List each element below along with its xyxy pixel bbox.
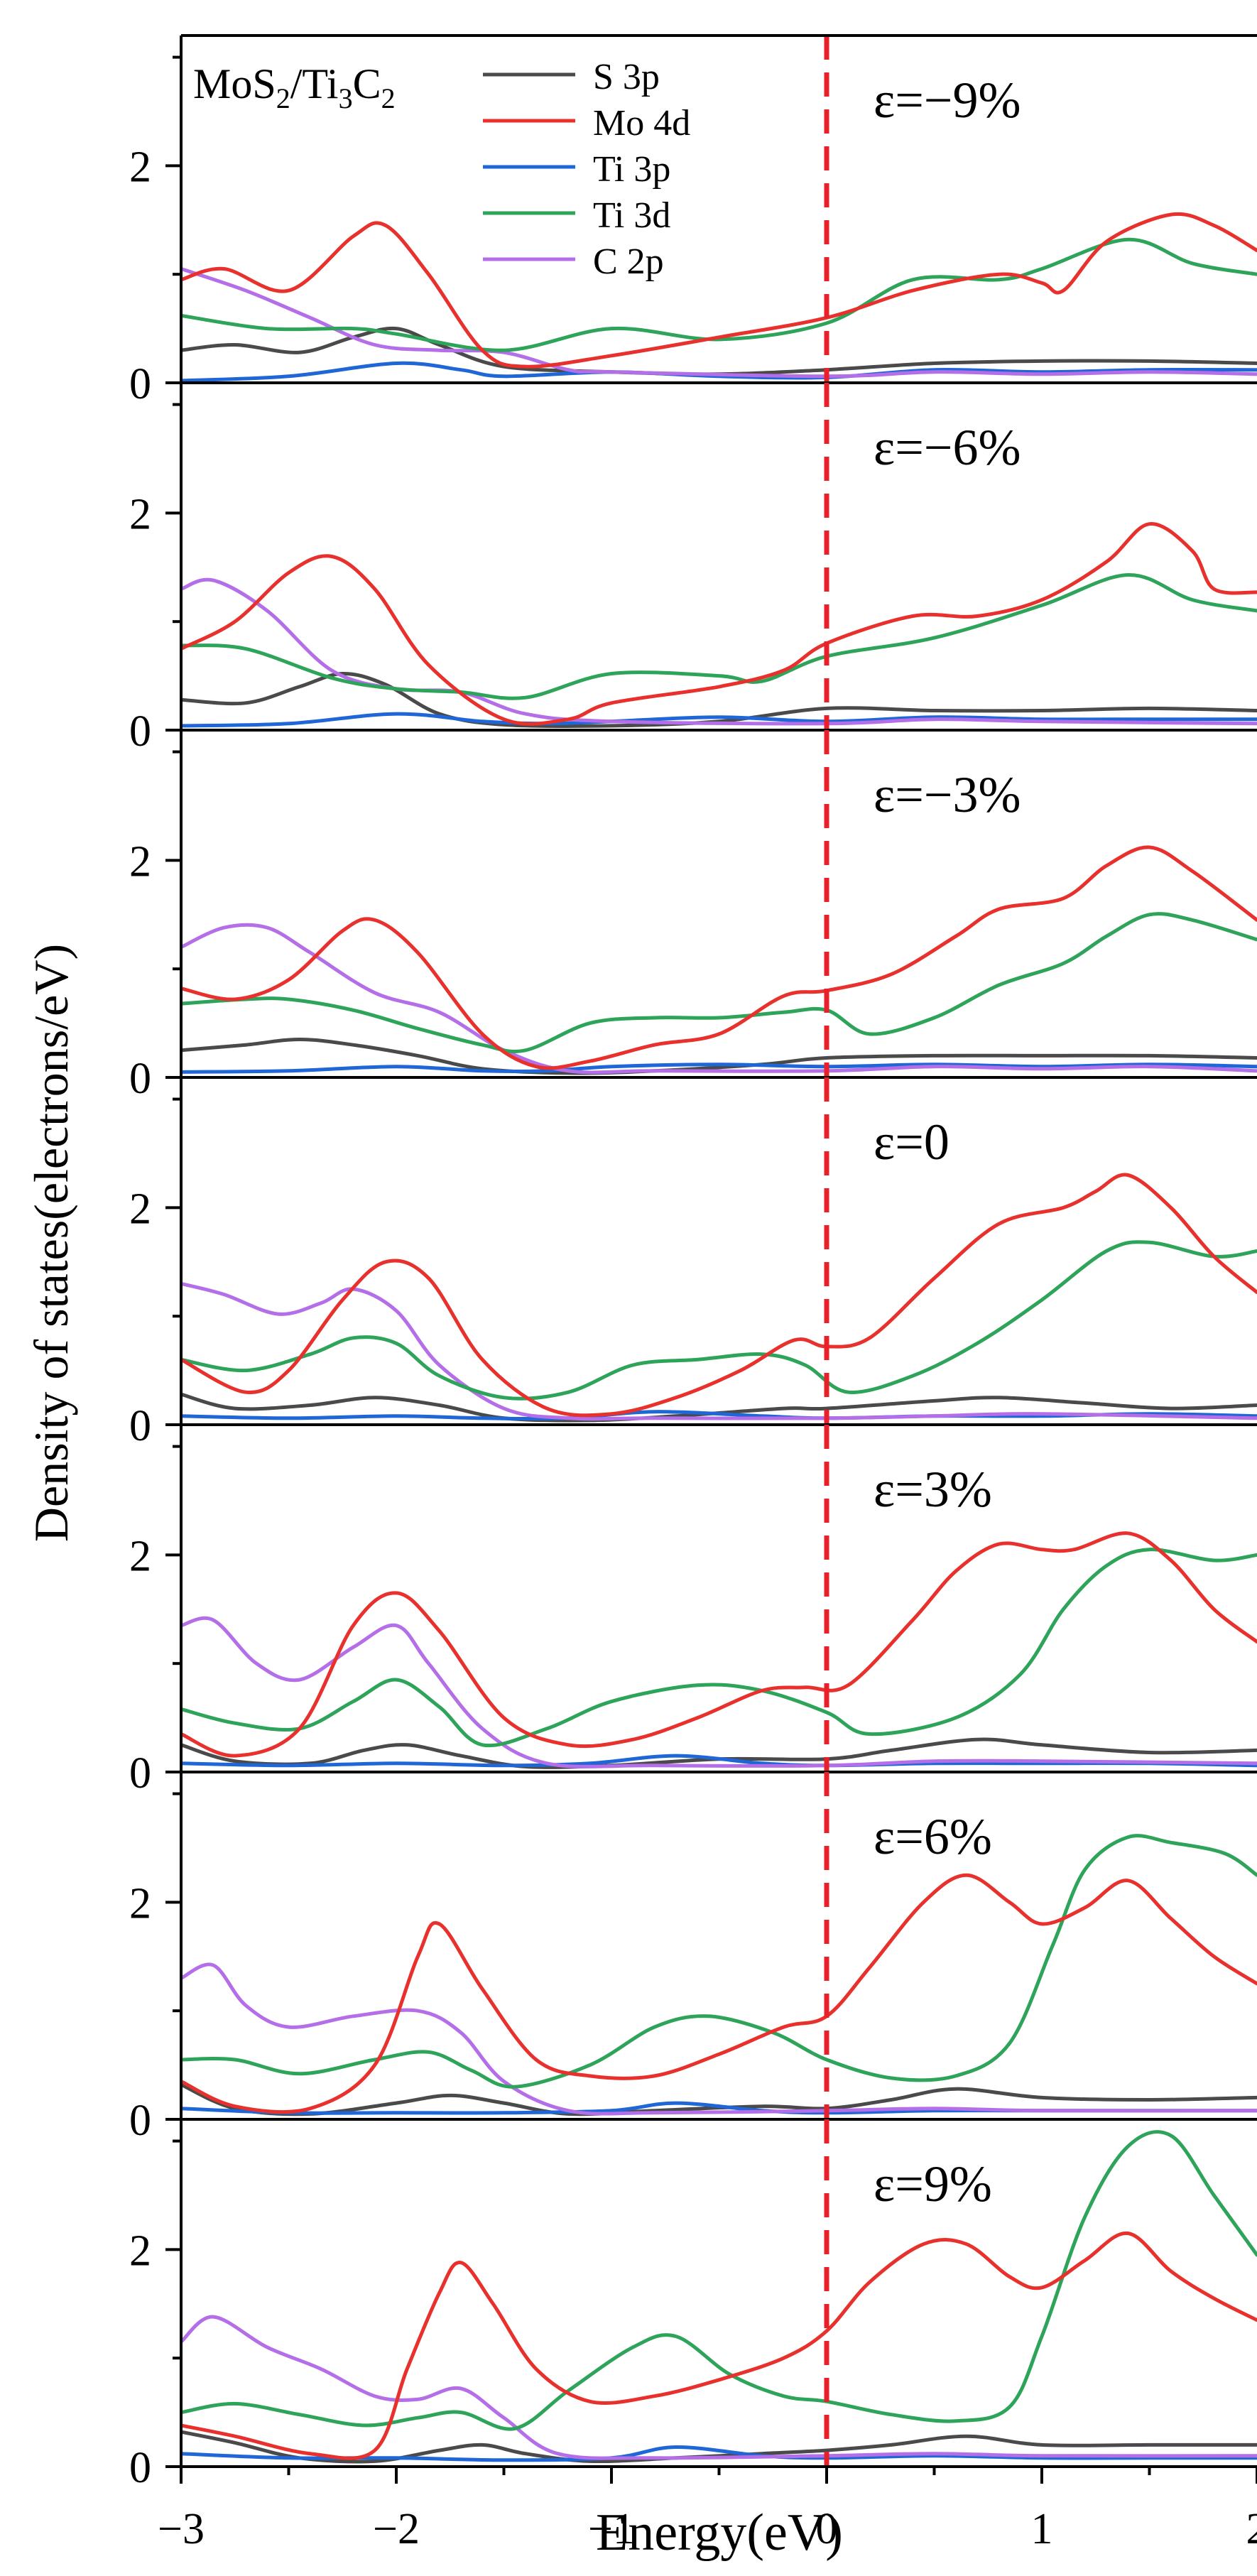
series-ti-3p-line <box>181 1063 1257 1074</box>
legend: S 3p Mo 4d Ti 3p Ti 3d C 2p <box>483 57 690 282</box>
series-c-2p-line <box>181 267 1257 379</box>
series-mo-4d-line <box>181 212 1257 369</box>
y-tick-label: 0 <box>129 707 151 756</box>
x-tick-label: −2 <box>373 2505 420 2553</box>
series-ti-3d-line <box>181 1834 1257 2089</box>
series-ti-3d-line <box>181 1548 1257 1748</box>
legend-label-ti-3d: Ti 3d <box>593 195 670 236</box>
strain-label: ε=0 <box>874 1114 949 1170</box>
series-s-3p-line <box>181 1737 1257 1769</box>
panel-5: 0 2 ε=3% <box>129 1425 1257 1798</box>
y-tick-label: 0 <box>129 1055 151 1103</box>
material-label-subscript: 2 <box>276 82 290 114</box>
panel-1: 0 2 ε=−9% <box>129 34 1257 408</box>
series-mo-4d-line <box>181 2231 1257 2460</box>
material-label-part: MoS <box>193 60 276 107</box>
y-tick-label: 2 <box>129 490 151 538</box>
panel-2: 0 2 ε=−6% <box>129 383 1257 756</box>
series-ti-3d-line <box>181 912 1257 1053</box>
strain-label: ε=3% <box>874 1461 992 1518</box>
panel-4: 0 2 ε=0 <box>129 1077 1257 1450</box>
legend-label-c-2p: C 2p <box>593 241 664 282</box>
strain-label: ε=−6% <box>874 419 1021 476</box>
y-tick-label: 2 <box>129 2227 151 2275</box>
panel-3: 0 2 ε=−3% <box>129 730 1257 1103</box>
series-ti-3d-line <box>181 1240 1257 1401</box>
material-label-subscript: 3 <box>339 82 353 114</box>
series-mo-4d-line <box>181 845 1257 1070</box>
strain-label: ε=−9% <box>874 72 1021 129</box>
series-group <box>181 212 1257 383</box>
series-mo-4d-line <box>181 522 1257 726</box>
series-ti-3d-line <box>181 2130 1257 2431</box>
strain-label: ε=−3% <box>874 766 1021 823</box>
series-ti-3p-line <box>181 2445 1257 2462</box>
series-group <box>181 522 1257 729</box>
panel-6: 0 2 ε=6% <box>129 1772 1257 2145</box>
series-mo-4d-line <box>181 1531 1257 1758</box>
legend-label-ti-3p: Ti 3p <box>593 149 670 190</box>
series-c-2p-line <box>181 577 1257 726</box>
series-c-2p-line <box>181 2315 1257 2460</box>
series-group <box>181 1531 1257 1769</box>
series-c-2p-line <box>181 923 1257 1075</box>
y-tick-label: 0 <box>129 2444 151 2492</box>
x-tick-label: −1 <box>588 2505 635 2553</box>
material-label-part: C <box>353 60 381 107</box>
y-tick-label: 2 <box>129 1185 151 1233</box>
series-c-2p-line <box>181 1962 1257 2116</box>
material-label: MoS2/Ti3C2 <box>193 60 396 114</box>
y-tick-label: 2 <box>129 837 151 886</box>
x-axis-label: Energy(eV) <box>596 2504 843 2562</box>
series-group <box>181 2130 1257 2464</box>
x-tick-label: 1 <box>1031 2505 1053 2553</box>
series-mo-4d-line <box>181 1173 1257 1418</box>
y-tick-label: 2 <box>129 143 151 191</box>
strain-label: ε=9% <box>874 2156 992 2212</box>
series-s-3p-line <box>181 2082 1257 2116</box>
series-ti-3d-line <box>181 572 1257 700</box>
y-tick-label: 2 <box>129 1879 151 1928</box>
y-tick-label: 0 <box>129 2097 151 2145</box>
panel-7: 0 2 ε=9% <box>129 2119 1257 2492</box>
series-mo-4d-line <box>181 1873 1257 2114</box>
x-tick-label: −3 <box>158 2505 205 2553</box>
y-tick-label: 0 <box>129 1749 151 1798</box>
series-s-3p-line <box>181 671 1257 729</box>
series-c-2p-line <box>181 1616 1257 1768</box>
y-tick-label: 0 <box>129 360 151 408</box>
series-c-2p-line <box>181 1281 1257 1421</box>
overlay-group: Density of states(electrons/eV) Energy(e… <box>24 944 843 2562</box>
series-group <box>181 1173 1257 1423</box>
x-tick-label: 0 <box>816 2505 838 2553</box>
series-ti-3p-line <box>181 1754 1257 1768</box>
x-tick-label: 2 <box>1246 2505 1257 2553</box>
strain-label: ε=6% <box>874 1808 992 1865</box>
series-ti-3p-line <box>181 712 1257 728</box>
material-label-subscript: 2 <box>381 82 396 114</box>
y-tick-label: 0 <box>129 1402 151 1450</box>
y-tick-label: 2 <box>129 1532 151 1580</box>
legend-label-s-3p: S 3p <box>593 57 660 97</box>
series-group <box>181 1834 1257 2116</box>
series-s-3p-line <box>181 326 1257 376</box>
series-group <box>181 845 1257 1075</box>
legend-label-mo-4d: Mo 4d <box>593 103 690 143</box>
panels-group: 0 2 ε=−9% 0 2 ε=−6% 0 2 ε=−3% 0 2 ε=0 0 2 ε=3% 0 2 ε=6% 0 2… <box>129 34 1257 2553</box>
y-axis-label: Density of states(electrons/eV) <box>24 944 78 1542</box>
material-label-part: /Ti <box>290 60 339 107</box>
